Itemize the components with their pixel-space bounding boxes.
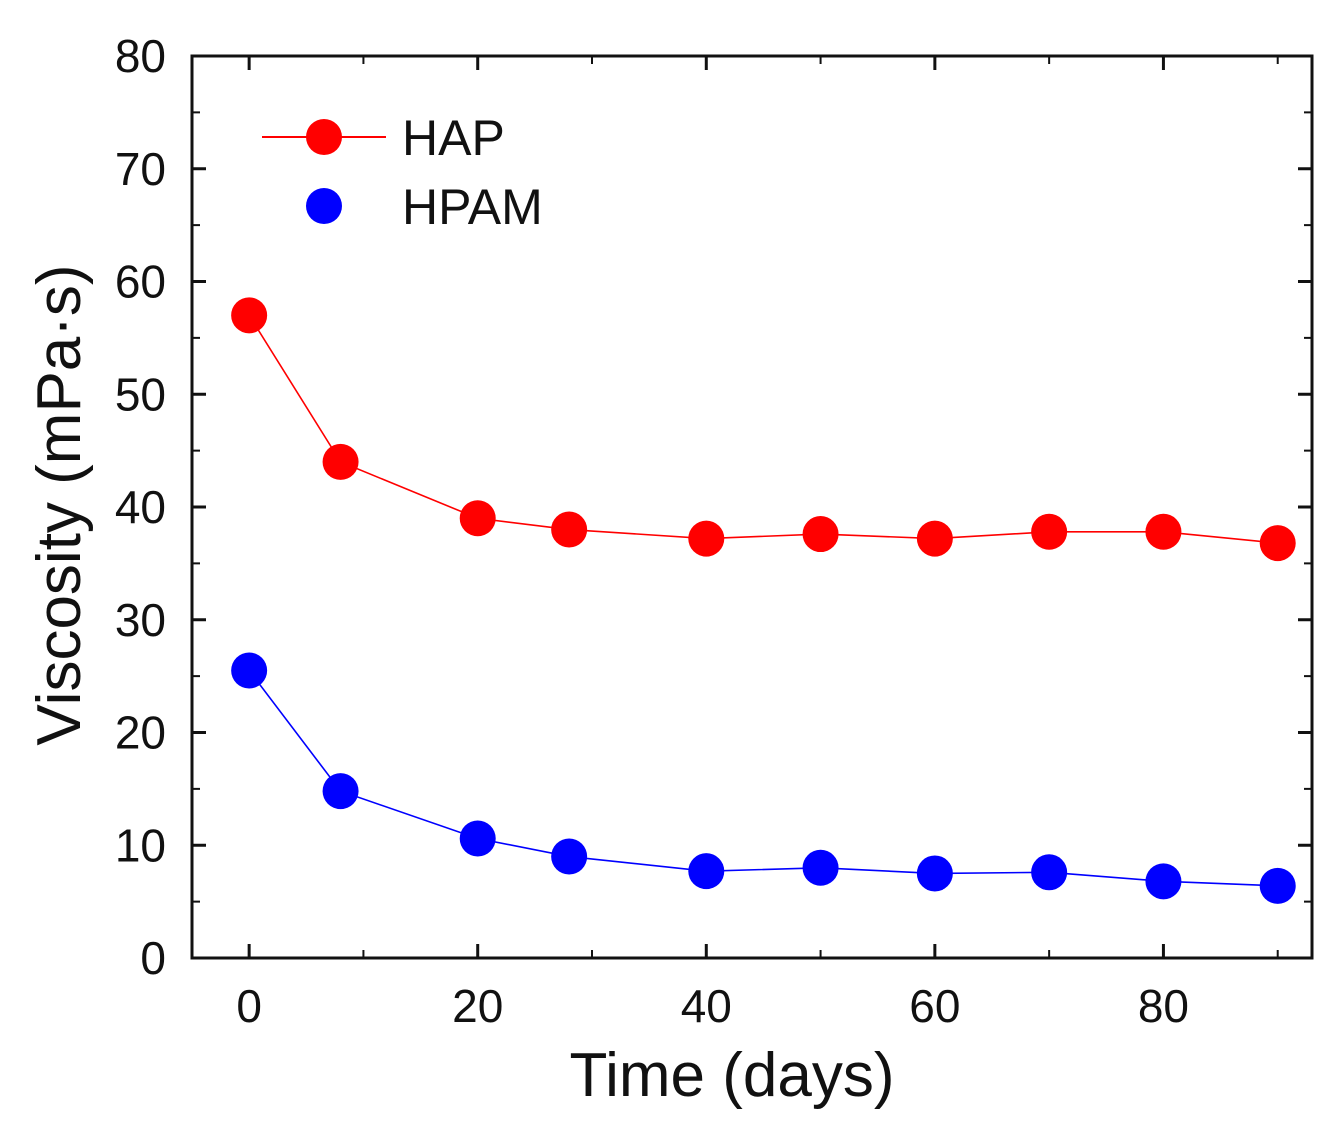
y-tick-label: 0: [140, 932, 166, 984]
x-tick-label: 80: [1138, 980, 1189, 1032]
legend-marker-hap: [306, 119, 342, 155]
axes: 0 10 20 30 40 50 60 70 80 0 20 40 60 80: [115, 30, 1314, 1032]
y-tick-label: 30: [115, 594, 166, 646]
data-point-hpam: [551, 838, 588, 875]
x-tick-label: 0: [236, 980, 262, 1032]
y-tick-label: 40: [115, 481, 166, 533]
y-tick-label: 50: [115, 368, 166, 420]
data-point-hap: [1145, 513, 1182, 550]
data-point-hap: [322, 443, 359, 480]
legend: HAP HPAM: [262, 110, 543, 235]
series-line-hap: [248, 314, 1278, 544]
data-point-hap: [688, 520, 725, 557]
data-point-hap: [802, 516, 839, 553]
data-point-hap: [231, 297, 268, 334]
legend-label-hap: HAP: [402, 110, 505, 166]
x-tick-label: 40: [681, 980, 732, 1032]
data-point-hpam: [688, 853, 725, 890]
data-point-hap: [1259, 525, 1296, 562]
data-point-hpam: [322, 773, 359, 810]
data-point-hap: [459, 500, 496, 537]
data-point-hpam: [459, 820, 496, 857]
data-point-hpam: [231, 652, 268, 689]
y-tick-label: 60: [115, 256, 166, 308]
x-tick-label: 20: [452, 980, 503, 1032]
data-point-hpam: [1145, 863, 1182, 900]
y-tick-label: 20: [115, 707, 166, 759]
y-tick-label: 70: [115, 143, 166, 195]
legend-label-hpam: HPAM: [402, 179, 543, 235]
data-point-hpam: [1259, 867, 1296, 904]
plot-area: [231, 297, 1296, 904]
legend-marker-hpam: [306, 188, 342, 224]
x-axis-title: Time (days): [570, 1041, 895, 1110]
y-axis-title: Viscosity (mPa·s): [25, 264, 94, 745]
data-point-hap: [551, 511, 588, 548]
data-point-hpam: [1031, 854, 1068, 891]
data-point-hpam: [802, 849, 839, 886]
data-point-hap: [916, 520, 953, 557]
y-tick-label: 80: [115, 30, 166, 82]
x-tick-label: 60: [909, 980, 960, 1032]
data-point-hap: [1031, 513, 1068, 550]
data-point-hpam: [916, 855, 953, 892]
y-tick-label: 10: [115, 819, 166, 871]
series-line-hpam: [248, 670, 1278, 887]
